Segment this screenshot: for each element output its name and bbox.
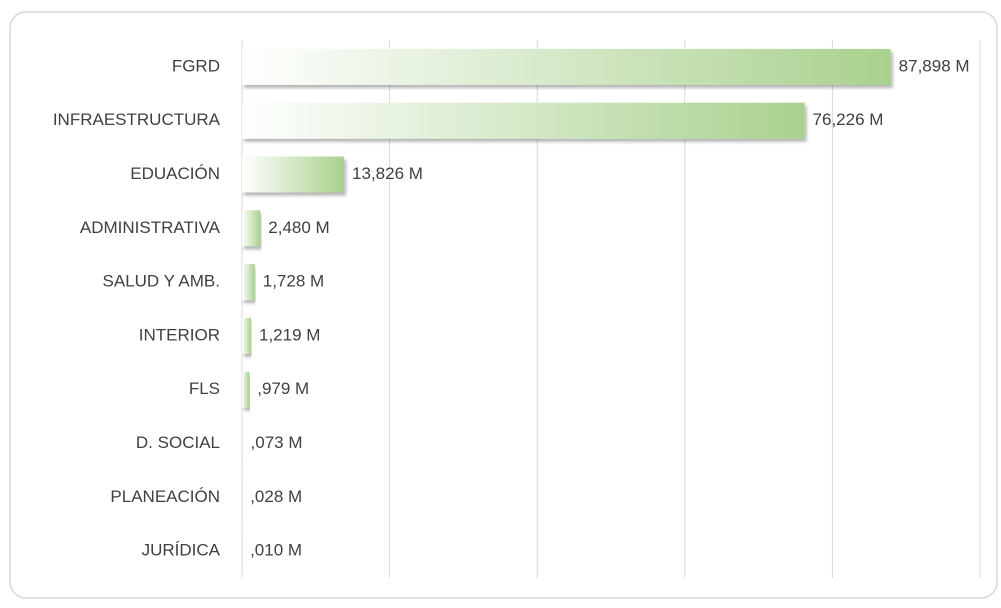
y-tick-label: EDUACIÓN (130, 164, 220, 183)
bar (242, 210, 261, 247)
y-tick-label: ADMINISTRATIVA (80, 218, 221, 237)
value-label: ,073 M (251, 433, 303, 452)
bar (242, 48, 891, 85)
value-label: 76,226 M (813, 110, 884, 129)
bar (242, 264, 255, 301)
value-label: 2,480 M (268, 218, 329, 237)
y-tick-label: INFRAESTRUCTURA (53, 110, 221, 129)
value-label: ,010 M (250, 541, 302, 560)
y-tick-label: INTERIOR (139, 325, 220, 344)
value-label: 13,826 M (352, 164, 423, 183)
y-tick-label: FLS (189, 379, 220, 398)
card (9, 11, 998, 599)
value-label: ,979 M (257, 379, 309, 398)
value-label: ,028 M (250, 487, 302, 506)
bar (242, 371, 250, 408)
bar (242, 156, 345, 193)
y-tick-label: FGRD (172, 56, 220, 75)
y-tick-label: SALUD Y AMB. (103, 272, 220, 291)
y-tick-label: JURÍDICA (142, 541, 221, 560)
y-tick-label: PLANEACIÓN (110, 487, 220, 506)
bar (242, 317, 251, 354)
bar (242, 102, 805, 139)
y-tick-label: D. SOCIAL (136, 433, 220, 452)
bar (242, 425, 243, 462)
value-label: 1,728 M (263, 272, 324, 291)
value-label: 1,219 M (259, 325, 320, 344)
value-label: 87,898 M (899, 56, 970, 75)
